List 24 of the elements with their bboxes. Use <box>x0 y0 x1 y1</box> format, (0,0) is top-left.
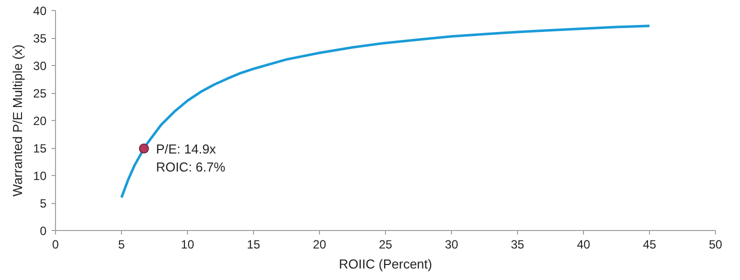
x-tick-label: 5 <box>118 238 126 252</box>
x-tick-label: 25 <box>378 238 392 252</box>
line-series <box>120 24 651 199</box>
y-tick-label: 35 <box>33 32 47 46</box>
x-tick-label: 30 <box>444 238 458 252</box>
x-tick-label: 35 <box>510 238 524 252</box>
annotation: P/E: 14.9x ROIC: 6.7% <box>156 142 226 175</box>
y-axis-title: Warranted P/E Multiple (x) <box>10 44 26 196</box>
x-tick-label: 20 <box>312 238 326 252</box>
y-tick-label: 30 <box>33 59 47 73</box>
y-tick-label: 40 <box>33 4 47 18</box>
y-tick-label: 25 <box>33 86 47 100</box>
x-tick-label: 50 <box>708 238 722 252</box>
y-tick-label: 10 <box>33 169 47 183</box>
x-tick-label: 0 <box>52 238 60 252</box>
x-tick-label: 45 <box>642 238 656 252</box>
y-tick-label: 15 <box>33 142 47 156</box>
y-tick-label: 20 <box>33 114 47 128</box>
x-tick-label: 15 <box>246 238 260 252</box>
x-tick-label: 10 <box>180 238 194 252</box>
y-tick-label: 5 <box>40 196 47 210</box>
x-tick-label: 40 <box>576 238 590 252</box>
y-tick-label: 0 <box>40 224 47 238</box>
x-axis-title: ROIIC (Percent) <box>338 256 432 272</box>
